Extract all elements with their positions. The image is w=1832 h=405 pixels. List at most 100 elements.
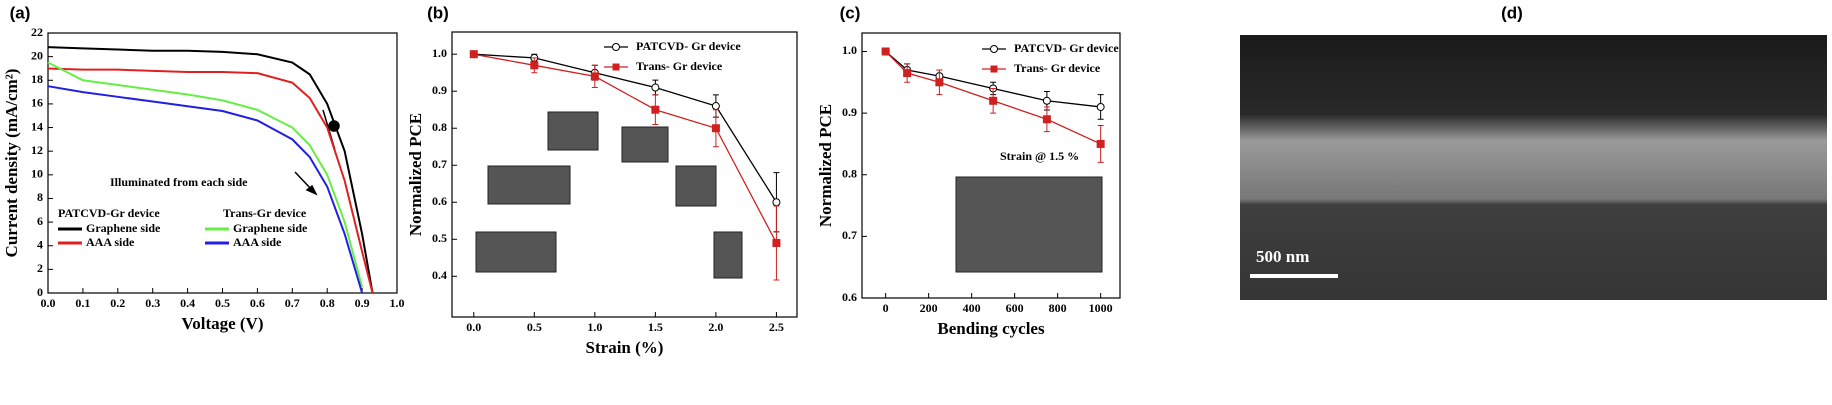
marker xyxy=(1042,96,1051,105)
y-tick-label: 12 xyxy=(31,143,43,157)
legend-label: Graphene side xyxy=(233,221,308,235)
marker xyxy=(469,50,478,59)
marker xyxy=(903,69,912,78)
x-tick-label: 200 xyxy=(920,301,938,315)
y-tick-label: 0.7 xyxy=(432,157,447,171)
plot-frame xyxy=(861,32,1121,299)
panel-label: (c) xyxy=(840,3,861,22)
y-tick-label: 22 xyxy=(31,25,43,39)
inset-photo xyxy=(955,176,1103,273)
y-tick-label: 0.6 xyxy=(432,194,447,208)
y-tick-label: 0.6 xyxy=(842,290,857,304)
series-line xyxy=(885,50,1101,108)
marker xyxy=(1096,139,1105,148)
x-axis-label: Strain (%) xyxy=(586,338,664,357)
y-tick-label: 0.7 xyxy=(842,228,857,242)
insets xyxy=(475,111,1103,279)
legend-label: AAA side xyxy=(86,235,135,249)
legend-marker xyxy=(612,63,620,71)
x-tick-label: 1000 xyxy=(1089,301,1113,315)
panel-label: (a) xyxy=(10,3,31,22)
legend-marker xyxy=(612,43,620,51)
y-tick-label: 2 xyxy=(37,261,43,275)
inset-photo xyxy=(487,165,571,205)
plot-frame xyxy=(451,31,798,318)
marker xyxy=(1042,115,1051,124)
x-tick-label: 1.0 xyxy=(390,296,405,310)
arrow-head xyxy=(305,184,318,196)
arrow xyxy=(294,171,313,191)
inset-photo xyxy=(713,231,743,279)
panel-label: (b) xyxy=(427,3,449,22)
y-tick-label: 1.0 xyxy=(432,46,447,60)
marker xyxy=(530,61,539,70)
series-line xyxy=(47,67,374,294)
x-tick-label: 0.8 xyxy=(320,296,335,310)
inset-photo xyxy=(675,165,717,207)
x-tick-label: 0.1 xyxy=(75,296,90,310)
y-tick-label: 16 xyxy=(31,96,43,110)
sem-image xyxy=(1240,35,1827,300)
inset-photo xyxy=(547,111,599,151)
annotation: Strain @ 1.5 % xyxy=(1000,149,1079,163)
legend-marker xyxy=(990,45,998,53)
arrows xyxy=(294,109,340,196)
y-tick-label: 0.9 xyxy=(432,83,447,97)
legend-title: Trans-Gr device xyxy=(223,206,307,220)
marker xyxy=(881,47,890,56)
x-tick-label: 800 xyxy=(1049,301,1067,315)
x-tick-label: 0.0 xyxy=(41,296,56,310)
x-tick-label: 0.7 xyxy=(285,296,300,310)
marker xyxy=(651,83,660,92)
marker xyxy=(989,96,998,105)
legend-label: AAA side xyxy=(233,235,282,249)
y-tick-label: 0.8 xyxy=(842,166,857,180)
legend-label: Trans- Gr device xyxy=(636,59,723,73)
legend-label: PATCVD- Gr device xyxy=(636,39,741,53)
legend-label: PATCVD- Gr device xyxy=(1014,41,1119,55)
y-tick-label: 18 xyxy=(31,72,43,86)
legend-label: Trans- Gr device xyxy=(1014,61,1101,75)
x-tick-label: 2.0 xyxy=(708,320,723,334)
series-line xyxy=(47,61,364,288)
x-tick-label: 2.5 xyxy=(769,320,784,334)
x-tick-label: 0 xyxy=(883,301,889,315)
marker xyxy=(935,78,944,87)
y-axis-label: Current density (mA/cm²) xyxy=(2,69,21,258)
y-axis-label: Normalized PCE xyxy=(406,113,425,236)
marker xyxy=(711,124,720,133)
y-tick-label: 0.4 xyxy=(432,268,447,282)
y-tick-label: 10 xyxy=(31,167,43,181)
series-line xyxy=(47,85,364,294)
x-tick-label: 600 xyxy=(1006,301,1024,315)
marker xyxy=(772,198,781,207)
y-tick-label: 8 xyxy=(37,190,43,204)
marker xyxy=(651,105,660,114)
legend-title: PATCVD-Gr device xyxy=(58,206,160,220)
x-tick-label: 0.0 xyxy=(466,320,481,334)
inset-photo xyxy=(621,126,669,163)
x-tick-label: 0.5 xyxy=(527,320,542,334)
x-tick-label: 1.5 xyxy=(648,320,663,334)
y-tick-label: 14 xyxy=(31,119,43,133)
y-tick-label: 0.8 xyxy=(432,120,447,134)
x-tick-label: 0.9 xyxy=(355,296,370,310)
y-tick-label: 4 xyxy=(37,237,43,251)
legend-label: Graphene side xyxy=(86,221,161,235)
series-line xyxy=(473,53,777,244)
x-tick-label: 0.5 xyxy=(215,296,230,310)
x-tick-label: 400 xyxy=(963,301,981,315)
series-line xyxy=(47,46,374,294)
y-tick-label: 0.9 xyxy=(842,105,857,119)
y-tick-label: 20 xyxy=(31,48,43,62)
annotation: Illuminated from each side xyxy=(110,175,248,189)
marker xyxy=(772,238,781,247)
x-axis-label: Bending cycles xyxy=(937,319,1045,338)
legend-marker xyxy=(990,65,998,73)
y-tick-label: 0.5 xyxy=(432,231,447,245)
series-line xyxy=(473,53,777,203)
scale-bar-label: 500 nm xyxy=(1256,247,1309,266)
x-tick-label: 1.0 xyxy=(587,320,602,334)
x-tick-label: 0.6 xyxy=(250,296,265,310)
